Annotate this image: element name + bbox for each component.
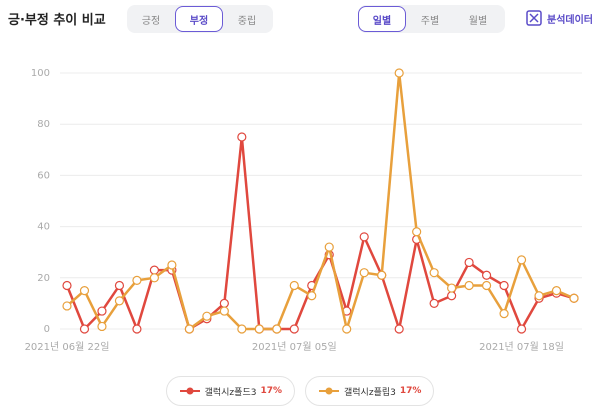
point [551,286,562,296]
swatch-dot [186,387,194,395]
point [62,280,72,291]
legend-share: 17% [399,386,422,396]
point [237,132,247,142]
point [342,324,352,334]
point [534,291,544,301]
point [447,283,457,293]
point [429,268,439,278]
point [289,324,299,334]
point [167,260,177,270]
y-tick-label: 60 [37,170,50,181]
point [394,324,404,334]
point [97,321,107,332]
y-tick-label: 100 [31,68,50,79]
point [254,324,264,334]
point [237,324,247,334]
legend-item[interactable]: 갤럭시z폴드3 17% [165,376,295,406]
point [149,273,160,283]
tab[interactable]: 부정 [175,6,223,32]
point [481,280,492,291]
point [184,324,194,334]
tab[interactable]: 일별 [358,6,406,32]
y-tick-label: 0 [44,324,50,335]
point [307,291,317,301]
point [499,280,509,291]
point [429,298,439,308]
export-button[interactable]: 분석데이터 [525,9,593,27]
series-line [65,135,575,331]
point [149,265,160,275]
point [359,268,369,278]
point [132,275,142,285]
point [324,242,334,252]
point [447,291,457,301]
point [412,227,422,237]
legend-swatch [179,387,200,395]
swatch-dot [325,387,333,395]
point [219,298,229,308]
point [481,270,492,280]
legend-label: 갤럭시z폴드3 [204,387,257,398]
point [464,257,474,268]
x-tick-label: 2021년 07월 18일 [479,341,564,353]
point [377,270,387,280]
point [499,309,509,319]
chart: 0 20 40 60 80 100 2021년 06월 22일 2021년 07월 05일 20… [25,68,582,353]
series-line [66,71,575,331]
point [464,280,474,291]
point [272,324,282,334]
y-tick-label: 80 [37,119,50,130]
point [359,232,369,242]
legend: 갤럭시z폴드3 17% 갤럭시z플립3 17% [0,376,600,406]
point [219,306,229,316]
legend-label: 갤럭시z플립3 [344,387,396,398]
point [79,324,90,334]
point [289,280,299,291]
point [202,311,212,321]
y-tick-label: 20 [37,273,50,284]
point [62,301,72,311]
legend-share: 17% [260,386,282,396]
point [114,296,125,306]
point [97,306,107,316]
point [132,324,142,334]
point [569,293,579,303]
point [79,286,90,296]
point [394,68,404,78]
excel-icon [526,10,542,26]
title: 긍·부정 추이 비교 [8,13,106,28]
tab[interactable]: 중립 [237,15,257,27]
tab[interactable]: 긍정 [141,15,161,27]
point [516,324,527,334]
point [516,255,527,265]
x-tick-label: 2021년 07월 05일 [252,341,337,353]
legend-swatch [319,387,339,395]
sentiment-tabs: 긍정 부정 중립 [127,5,273,33]
period-tabs: 일별 주별 월별 [358,5,505,33]
x-tick-label: 2021년 06월 22일 [25,341,110,353]
tab[interactable]: 월별 [468,15,488,27]
export-label: 분석데이터 [547,14,593,26]
legend-item[interactable]: 갤럭시z플립3 17% [305,376,435,406]
y-tick-label: 40 [37,222,50,233]
point [114,280,125,291]
tab[interactable]: 주별 [420,15,440,27]
